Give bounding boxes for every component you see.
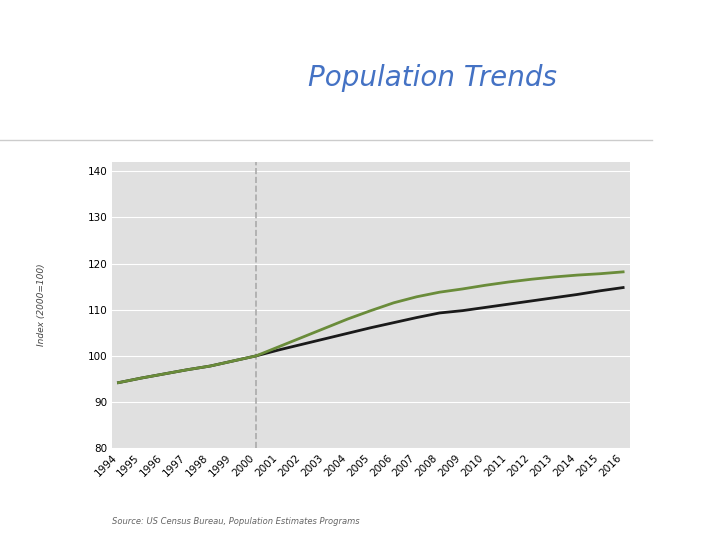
Text: Source: US Census Bureau, Population Estimates Programs: Source: US Census Bureau, Population Est…: [112, 517, 359, 526]
Text: 7: 7: [679, 485, 692, 503]
Y-axis label: Index (2000=100): Index (2000=100): [37, 264, 46, 347]
Text: Population Trends: Population Trends: [307, 64, 557, 92]
